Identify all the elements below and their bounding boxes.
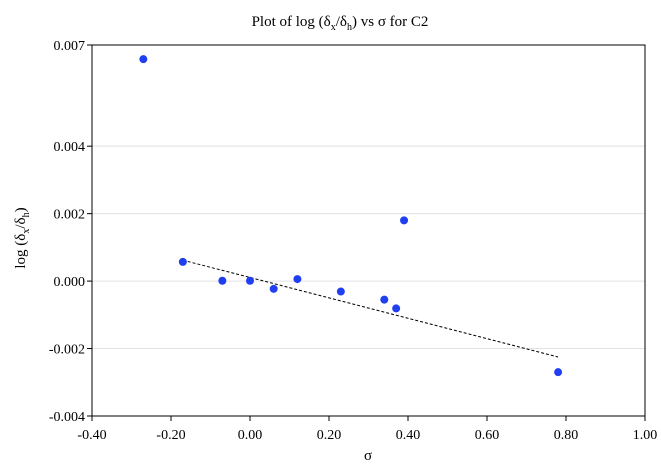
y-tick-label: 0.007: [54, 39, 86, 54]
x-tick-label: 0.40: [396, 428, 421, 443]
trendline-group: [182, 259, 559, 358]
x-tick-label: -0.20: [156, 428, 185, 443]
x-tick-label: 1.00: [633, 428, 658, 443]
trendline: [182, 259, 559, 358]
data-point: [380, 295, 389, 304]
x-axis-title: σ: [364, 448, 372, 464]
x-tick-label: 0.00: [238, 428, 263, 443]
y-tick-label: 0.004: [54, 140, 86, 155]
x-tick-label: 0.20: [317, 428, 342, 443]
axes: [87, 44, 646, 421]
y-tick-label: 0.002: [54, 208, 86, 223]
gridlines: [92, 145, 645, 350]
data-point: [139, 55, 148, 64]
data-point: [400, 216, 409, 225]
x-tick-label: -0.40: [77, 428, 106, 443]
data-point: [336, 287, 345, 296]
data-point: [218, 276, 227, 285]
plot-frame: [91, 44, 646, 417]
x-tick-label: 0.80: [554, 428, 579, 443]
y-tick-label: -0.002: [49, 343, 85, 358]
x-tick-labels: -0.40 -0.20 0.00 0.20 0.40 0.60 0.80 1.00: [77, 428, 657, 443]
y-axis-title: log (δx/δh): [13, 207, 32, 268]
y-tick-label: -0.004: [49, 410, 85, 425]
data-point: [392, 304, 401, 313]
data-points: [139, 55, 563, 377]
x-tick-label: 0.60: [475, 428, 500, 443]
data-point: [293, 275, 302, 284]
data-point: [269, 284, 278, 293]
data-point: [246, 276, 254, 285]
data-point: [178, 257, 187, 266]
y-tick-label: 0.000: [54, 275, 86, 290]
y-tick-labels: -0.004 -0.002 0.000 0.002 0.004 0.007: [49, 39, 85, 425]
chart-title: Plot of log (δx/δh) vs σ for C2: [252, 14, 429, 33]
data-point: [554, 368, 563, 377]
